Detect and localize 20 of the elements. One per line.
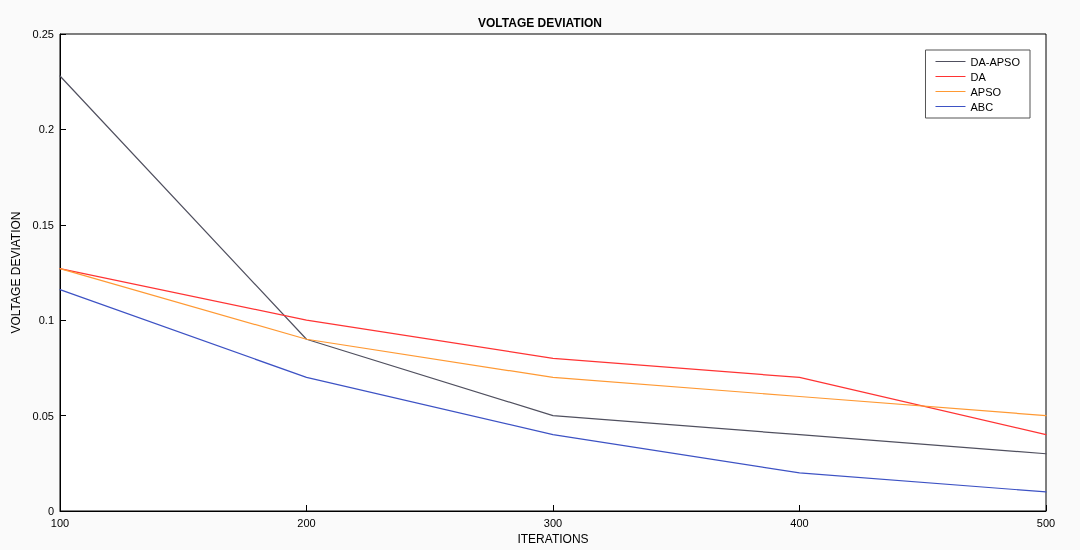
- y-tick-label: 0.2: [38, 123, 54, 136]
- y-tick-label: 0.15: [32, 218, 54, 231]
- legend-label: ABC: [970, 100, 994, 113]
- x-tick-label: 400: [790, 516, 809, 529]
- x-tick-label: 100: [50, 516, 70, 529]
- y-tick-label: 0.25: [32, 28, 54, 40]
- line-series: [59, 289, 1047, 493]
- line-series: [59, 75, 1047, 455]
- y-tick-label: 0.05: [32, 409, 54, 422]
- y-tick-label: 0.1: [38, 314, 54, 327]
- legend-label: APSO: [970, 85, 1002, 98]
- y-tick-label: 0: [47, 505, 54, 517]
- x-tick-label: 500: [1036, 516, 1056, 529]
- x-tick-label: 300: [543, 516, 563, 529]
- legend-label: DA: [970, 70, 987, 83]
- legend-label: DA-APSO: [970, 55, 1021, 68]
- x-tick-label: 200: [297, 516, 316, 529]
- x-axis-title: ITERATIONS: [517, 532, 589, 546]
- chart-title: VOLTAGE DEVIATION: [477, 16, 603, 30]
- y-axis-title: VOLTAGE DEVIATION: [8, 211, 23, 334]
